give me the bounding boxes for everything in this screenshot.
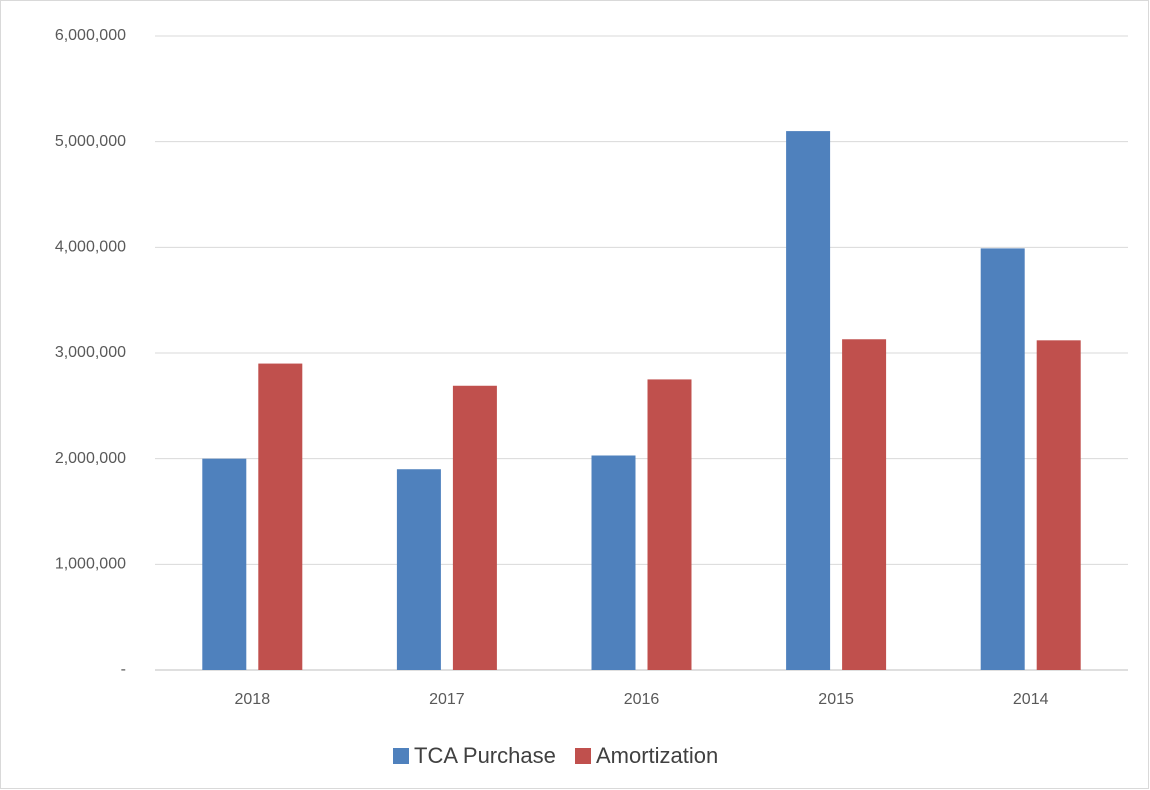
bar: [591, 455, 636, 670]
y-tick-label: 1,000,000: [55, 556, 126, 573]
x-tick-label: 2014: [1013, 691, 1049, 708]
legend-swatch: [575, 748, 591, 764]
bar: [786, 131, 831, 671]
bar: [647, 379, 692, 670]
legend-label: Amortization: [596, 743, 718, 768]
bar: [452, 385, 497, 670]
x-tick-label: 2018: [235, 691, 271, 708]
y-tick-label: 5,000,000: [55, 133, 126, 150]
bar: [396, 469, 441, 670]
x-tick-label: 2017: [429, 691, 465, 708]
y-tick-label: -: [121, 661, 126, 678]
bar: [258, 363, 303, 670]
bar: [842, 339, 887, 670]
legend-label: TCA Purchase: [414, 743, 556, 768]
legend-swatch: [393, 748, 409, 764]
y-tick-label: 4,000,000: [55, 239, 126, 256]
bar: [1036, 340, 1081, 670]
y-tick-label: 2,000,000: [55, 450, 126, 467]
bar: [980, 248, 1025, 670]
y-tick-label: 3,000,000: [55, 344, 126, 361]
x-tick-label: 2015: [818, 691, 854, 708]
y-tick-label: 6,000,000: [55, 27, 126, 44]
bar: [202, 458, 247, 670]
x-tick-label: 2016: [624, 691, 660, 708]
